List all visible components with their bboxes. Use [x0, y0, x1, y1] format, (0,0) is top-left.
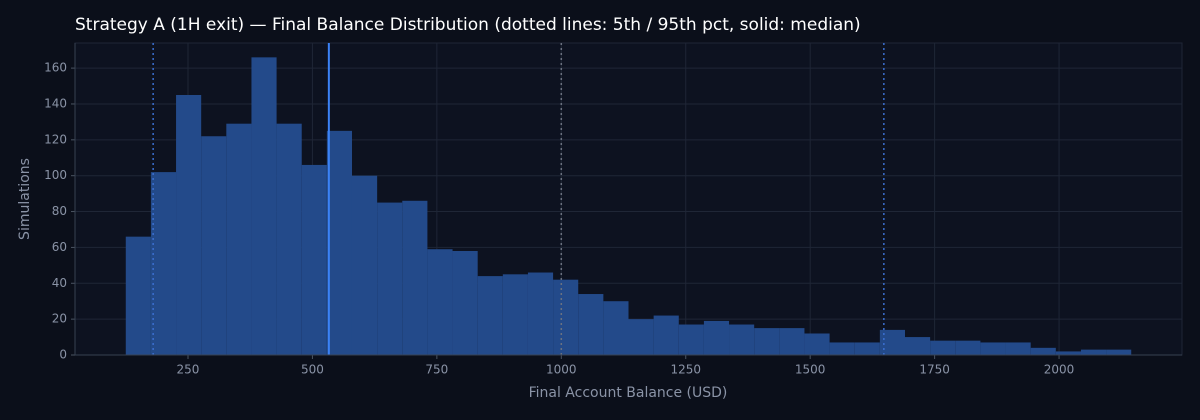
bar: [578, 294, 604, 355]
y-tick-label: 140: [44, 96, 67, 110]
x-tick-label: 1250: [670, 363, 701, 377]
bar: [1106, 349, 1132, 355]
bar: [653, 315, 679, 355]
x-axis-label: Final Account Balance (USD): [529, 385, 728, 401]
y-tick-label: 100: [44, 168, 67, 182]
bar: [125, 236, 151, 355]
bar: [804, 333, 830, 355]
bar: [1030, 347, 1056, 355]
bar: [980, 342, 1006, 355]
bar: [351, 175, 378, 355]
x-tick-label: 500: [301, 363, 324, 377]
bar: [930, 340, 956, 355]
bar: [251, 57, 277, 356]
bar: [754, 328, 780, 355]
y-tick-label: 20: [52, 312, 67, 326]
bar: [603, 301, 629, 355]
bar: [678, 324, 704, 355]
chart-title: Strategy A (1H exit) — Final Balance Dis…: [75, 15, 861, 35]
x-tick-label: 250: [177, 363, 200, 377]
y-tick-label: 160: [44, 61, 67, 75]
bar: [1080, 349, 1107, 355]
x-tick-label: 1750: [919, 363, 950, 377]
bar: [176, 95, 202, 355]
bar: [402, 200, 428, 355]
bar: [477, 276, 503, 355]
bar: [502, 274, 528, 355]
bar: [377, 202, 403, 355]
bar: [955, 340, 981, 355]
bar: [905, 337, 931, 355]
bar: [1055, 351, 1081, 355]
bar: [301, 164, 327, 355]
bar: [1005, 342, 1031, 355]
bar: [452, 251, 478, 355]
bar: [829, 342, 855, 355]
bar: [628, 319, 654, 355]
bar: [854, 342, 880, 355]
y-axis-label: Simulations: [17, 158, 33, 240]
y-tick-label: 120: [44, 132, 67, 146]
x-tick-label: 2000: [1044, 363, 1075, 377]
bar: [729, 324, 755, 355]
x-tick-label: 1000: [546, 363, 577, 377]
bar: [276, 123, 302, 355]
bar: [201, 136, 227, 355]
y-tick-label: 40: [52, 276, 67, 290]
y-tick-label: 0: [59, 348, 67, 362]
y-tick-label: 60: [52, 240, 67, 254]
bar: [427, 249, 453, 355]
bar: [326, 130, 352, 355]
bar: [553, 279, 579, 355]
bar: [150, 172, 177, 355]
y-tick-label: 80: [52, 204, 67, 218]
x-tick-label: 1500: [795, 363, 826, 377]
bar: [226, 123, 252, 355]
x-tick-label: 750: [425, 363, 448, 377]
bar: [703, 320, 730, 355]
bar: [779, 328, 805, 355]
bar: [527, 272, 554, 355]
